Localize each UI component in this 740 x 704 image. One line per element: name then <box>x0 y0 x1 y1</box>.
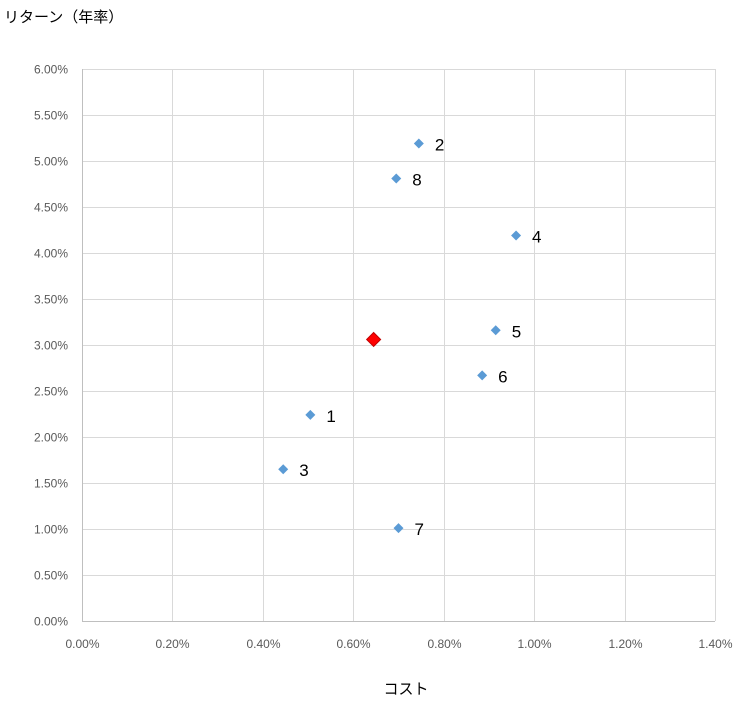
y-axis-title: リターン（年率） <box>4 8 123 26</box>
data-label: 2 <box>435 136 444 155</box>
y-tick-label: 1.50% <box>34 477 68 491</box>
data-marker <box>490 325 501 336</box>
y-tick-label: 5.00% <box>34 155 68 169</box>
tick-labels: 0.00% 0.50% 1.00% 1.50% 2.00% 2.50% 3.00% 3.50%… <box>34 63 733 652</box>
y-tick-label: 2.50% <box>34 385 68 399</box>
data-label: 4 <box>532 228 541 247</box>
y-tick-label: 4.50% <box>34 201 68 215</box>
y-tick-label: 3.00% <box>34 339 68 353</box>
y-tick-label: 6.00% <box>34 63 68 77</box>
x-tick-label: 0.60% <box>336 637 370 651</box>
data-marker <box>511 230 522 241</box>
y-tick-label: 0.00% <box>34 615 68 629</box>
highlight-marker <box>365 331 382 348</box>
data-points: 1 2 3 4 5 6 7 8 <box>278 136 542 539</box>
x-axis-title: コスト <box>383 680 428 698</box>
data-label: 7 <box>415 520 424 539</box>
data-marker <box>477 370 488 381</box>
y-tick-label: 4.00% <box>34 247 68 261</box>
data-marker <box>305 409 316 420</box>
data-marker <box>413 138 424 149</box>
x-tick-label: 0.80% <box>427 637 461 651</box>
data-label: 8 <box>412 170 421 189</box>
y-tick-label: 1.00% <box>34 523 68 537</box>
x-tick-label: 1.40% <box>698 637 732 651</box>
y-tick-label: 3.50% <box>34 293 68 307</box>
data-marker <box>391 173 402 184</box>
data-marker <box>278 464 289 475</box>
y-tick-label: 5.50% <box>34 109 68 123</box>
data-label: 5 <box>512 322 521 341</box>
y-tick-label: 0.50% <box>34 569 68 583</box>
data-label: 3 <box>299 461 308 480</box>
y-tick-label: 2.00% <box>34 431 68 445</box>
x-tick-label: 0.40% <box>246 637 280 651</box>
data-marker <box>393 523 404 534</box>
x-tick-label: 0.20% <box>155 637 189 651</box>
grid-lines <box>82 69 716 622</box>
data-label: 1 <box>326 407 335 426</box>
x-tick-label: 0.00% <box>65 637 99 651</box>
data-label: 6 <box>498 367 507 386</box>
x-tick-label: 1.20% <box>608 637 642 651</box>
x-tick-label: 1.00% <box>517 637 551 651</box>
